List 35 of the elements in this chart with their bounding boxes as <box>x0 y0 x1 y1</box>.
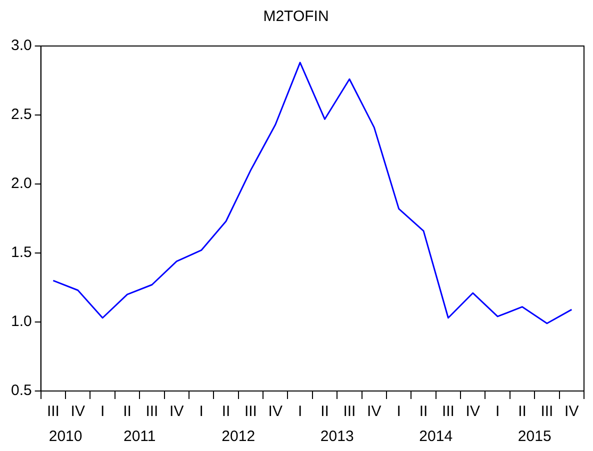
text: 2010 <box>48 428 82 446</box>
x-tick-label: II <box>419 403 428 420</box>
x-tick-label: II <box>222 403 230 420</box>
y-tick-label: 2.5 <box>10 106 32 124</box>
x-tick-label: IV <box>170 403 184 420</box>
y-tick-label: 3.0 <box>10 37 32 54</box>
x-tick-label: II <box>518 403 526 420</box>
x-tick-label: III <box>46 403 60 420</box>
x-tick-label: IV <box>367 403 382 420</box>
text: 2015 <box>518 428 552 446</box>
x-tick-label: III <box>343 403 356 420</box>
chart-title: M2TOFIN <box>263 8 329 26</box>
x-tick-label: III <box>146 403 158 420</box>
x-tick-label: IV <box>268 403 282 420</box>
x-tick-label: IV <box>70 403 85 420</box>
x-tick-label: I <box>100 403 105 420</box>
x-tick-label: IV <box>466 403 480 420</box>
x-tick-label: I <box>199 403 204 420</box>
text: 2011 <box>123 428 156 446</box>
y-tick-label: 1.5 <box>10 244 32 262</box>
text: 2013 <box>320 428 354 446</box>
text: 2012 <box>222 428 256 446</box>
x-tick-label: II <box>320 403 329 420</box>
y-tick-label: 0.5 <box>10 382 32 400</box>
text: 2014 <box>419 428 453 446</box>
x-tick-label: I <box>396 403 401 420</box>
y-tick-label: 1.0 <box>10 313 32 330</box>
x-tick-label: I <box>496 403 500 420</box>
y-tick-label: 2.0 <box>10 175 32 192</box>
x-tick-label: IV <box>564 403 579 420</box>
x-tick-label: II <box>123 403 132 420</box>
x-tick-label: I <box>298 403 302 420</box>
x-tick-label: III <box>244 403 257 420</box>
x-tick-label: III <box>442 403 454 420</box>
x-tick-label: III <box>540 403 554 420</box>
